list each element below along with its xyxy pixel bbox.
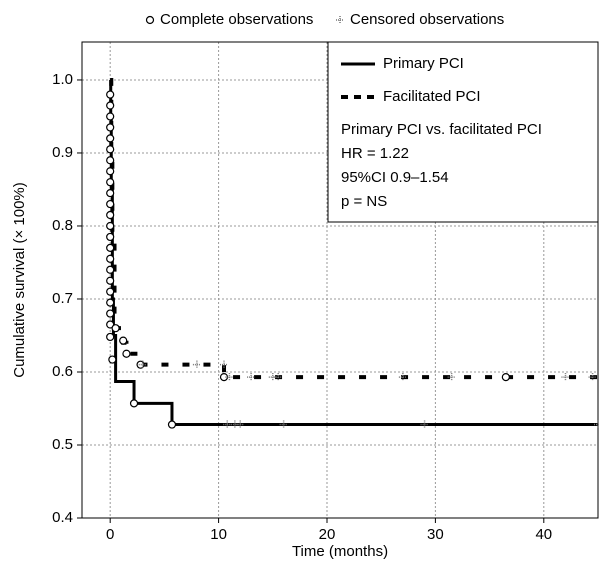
x-tick-label: 10 — [210, 526, 227, 543]
legend-label: Facilitated PCI — [383, 88, 481, 105]
y-tick-label: 0.9 — [52, 144, 73, 161]
legend-label: Complete observations — [160, 11, 313, 28]
complete-marker — [119, 336, 128, 345]
complete-marker — [106, 232, 115, 242]
censored-marker — [420, 420, 429, 429]
censored-marker — [336, 16, 344, 24]
y-tick-label: 0.6 — [52, 363, 73, 380]
annotation: HR = 1.22 — [341, 145, 409, 162]
censored-marker — [225, 373, 234, 382]
censored-marker — [192, 360, 201, 369]
complete-marker — [129, 399, 139, 408]
complete-marker — [108, 355, 117, 364]
complete-marker — [122, 349, 131, 358]
censored-marker — [274, 373, 283, 382]
complete-marker — [106, 199, 115, 209]
censored-marker — [561, 373, 570, 382]
complete-marker — [106, 265, 115, 274]
complete-marker — [106, 332, 115, 342]
legend-box — [327, 41, 599, 223]
complete-marker — [106, 221, 115, 231]
x-tick-label: 0 — [106, 526, 114, 543]
complete-marker — [106, 90, 115, 99]
complete-marker — [106, 134, 115, 143]
censored-marker — [594, 420, 600, 429]
complete-marker — [106, 167, 115, 176]
complete-marker — [106, 210, 115, 220]
y-tick-label: 0.8 — [52, 217, 73, 234]
x-axis-label: Time (months) — [292, 543, 388, 560]
y-tick-label: 0.4 — [52, 509, 73, 526]
complete-marker — [106, 101, 115, 110]
x-tick-label: 40 — [535, 526, 552, 543]
annotation: p = NS — [341, 193, 387, 210]
complete-marker — [167, 420, 177, 429]
complete-marker — [219, 372, 229, 382]
y-tick-label: 1.0 — [52, 71, 73, 88]
complete-marker — [106, 112, 115, 121]
censored-marker — [236, 420, 245, 429]
legend-label: Censored observations — [350, 11, 504, 28]
x-tick-label: 30 — [427, 526, 444, 543]
censored-marker — [138, 360, 147, 369]
complete-marker — [501, 372, 510, 382]
complete-marker — [106, 276, 115, 285]
y-tick-label: 0.5 — [52, 436, 73, 453]
censored-marker — [588, 373, 597, 382]
legend-label: Primary PCI — [383, 55, 464, 72]
censored-marker — [230, 420, 239, 429]
complete-marker — [106, 254, 115, 263]
complete-marker — [106, 178, 115, 187]
censored-marker — [447, 373, 456, 382]
complete-marker — [145, 15, 155, 25]
complete-marker — [106, 320, 115, 329]
censored-marker — [279, 420, 288, 429]
y-axis-label: Cumulative survival (× 100%) — [11, 182, 28, 378]
censored-marker — [220, 360, 229, 369]
x-tick-label: 20 — [319, 526, 336, 543]
complete-marker — [106, 145, 115, 154]
censored-marker — [223, 420, 232, 429]
complete-marker — [106, 309, 115, 318]
censored-marker — [398, 373, 407, 382]
complete-marker — [106, 243, 115, 252]
complete-marker — [106, 156, 115, 165]
complete-marker — [111, 324, 120, 333]
complete-marker — [106, 298, 115, 307]
annotation: 95%CI 0.9–1.54 — [341, 169, 449, 186]
complete-marker — [106, 287, 115, 296]
annotation: Primary PCI vs. facilitated PCI — [341, 121, 542, 138]
y-tick-label: 0.7 — [52, 290, 73, 307]
complete-marker — [106, 189, 115, 198]
censored-marker — [247, 373, 256, 382]
censored-marker — [268, 373, 277, 382]
complete-marker — [106, 123, 115, 132]
